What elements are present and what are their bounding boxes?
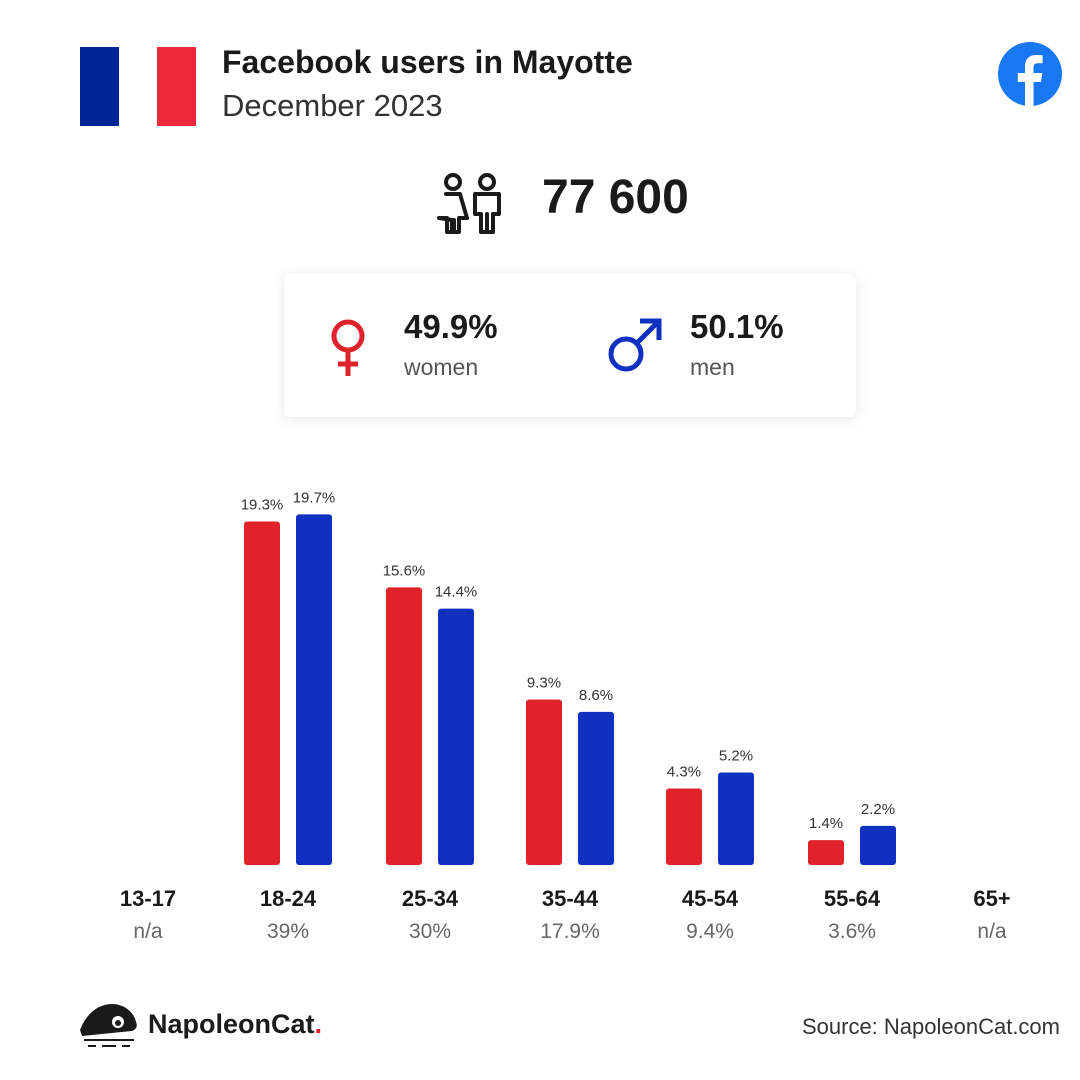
tick-label-25-34: 25-34 <box>402 886 459 911</box>
women-percentage: 49.9% <box>404 308 498 345</box>
bar-women-25-34 <box>386 587 422 865</box>
total-users: 77 600 <box>542 171 689 224</box>
bar-men-18-24 <box>296 514 332 865</box>
data-label-men-25-34: 14.4% <box>435 584 478 601</box>
page-title: Facebook users in Mayotte <box>222 44 633 80</box>
data-label-women-18-24: 19.3% <box>241 496 284 513</box>
data-label-women-35-44: 9.3% <box>527 674 561 691</box>
tick-label-55-64: 55-64 <box>824 886 881 911</box>
bar-women-45-54 <box>666 788 702 865</box>
napoleoncat-logo-icon <box>80 1004 137 1047</box>
source-credit: Source: NapoleonCat.com <box>801 1014 1060 1039</box>
brand-text: NapoleonCat <box>148 1009 315 1039</box>
flag-stripe-blue <box>80 47 119 126</box>
data-label-women-55-64: 1.4% <box>809 815 843 832</box>
tick-label-18-24: 18-24 <box>260 886 317 911</box>
category-total-55-64: 3.6% <box>828 920 876 943</box>
category-total-35-44: 17.9% <box>540 920 600 943</box>
category-total-13-17: n/a <box>133 920 163 943</box>
brand-dot: . <box>314 1009 323 1039</box>
people-icon <box>437 173 501 234</box>
category-total-18-24: 39% <box>267 920 309 943</box>
page-subtitle: December 2023 <box>222 88 443 123</box>
tick-label-13-17: 13-17 <box>120 886 176 911</box>
data-label-men-45-54: 5.2% <box>719 747 753 764</box>
category-total-45-54: 9.4% <box>686 920 734 943</box>
brand-name: NapoleonCat. <box>148 1009 322 1040</box>
flag-stripe-red <box>157 47 197 126</box>
bar-men-25-34 <box>438 608 474 865</box>
category-total-65+: n/a <box>977 920 1007 943</box>
gender-split-card: 49.9% women 50.1% men <box>284 274 856 417</box>
tick-label-65+: 65+ <box>973 886 1010 911</box>
data-label-women-25-34: 15.6% <box>383 562 426 579</box>
bar-men-45-54 <box>718 772 754 865</box>
bar-women-55-64 <box>808 840 844 865</box>
category-total-25-34: 30% <box>409 920 451 943</box>
tick-label-45-54: 45-54 <box>682 886 739 911</box>
bar-men-55-64 <box>860 825 896 865</box>
men-label: men <box>690 354 735 380</box>
data-label-men-18-24: 19.7% <box>293 489 336 506</box>
france-flag <box>80 47 197 126</box>
data-label-women-45-54: 4.3% <box>667 763 701 780</box>
flag-stripe-white <box>118 47 158 126</box>
age-gender-bar-chart: 13-17 n/a 19.3% 19.7% 18-24 39% 15.6% 14.4% 25-3… <box>120 489 1011 943</box>
tick-label-35-44: 35-44 <box>542 886 599 911</box>
bar-women-35-44 <box>526 699 562 865</box>
men-percentage: 50.1% <box>690 308 784 345</box>
data-label-men-55-64: 2.2% <box>861 801 895 818</box>
bar-men-35-44 <box>578 711 614 865</box>
women-label: women <box>404 354 479 380</box>
facebook-icon <box>998 42 1062 106</box>
data-label-men-35-44: 8.6% <box>579 687 613 704</box>
female-icon <box>331 319 365 376</box>
bar-women-18-24 <box>244 521 280 865</box>
male-icon <box>608 318 662 372</box>
